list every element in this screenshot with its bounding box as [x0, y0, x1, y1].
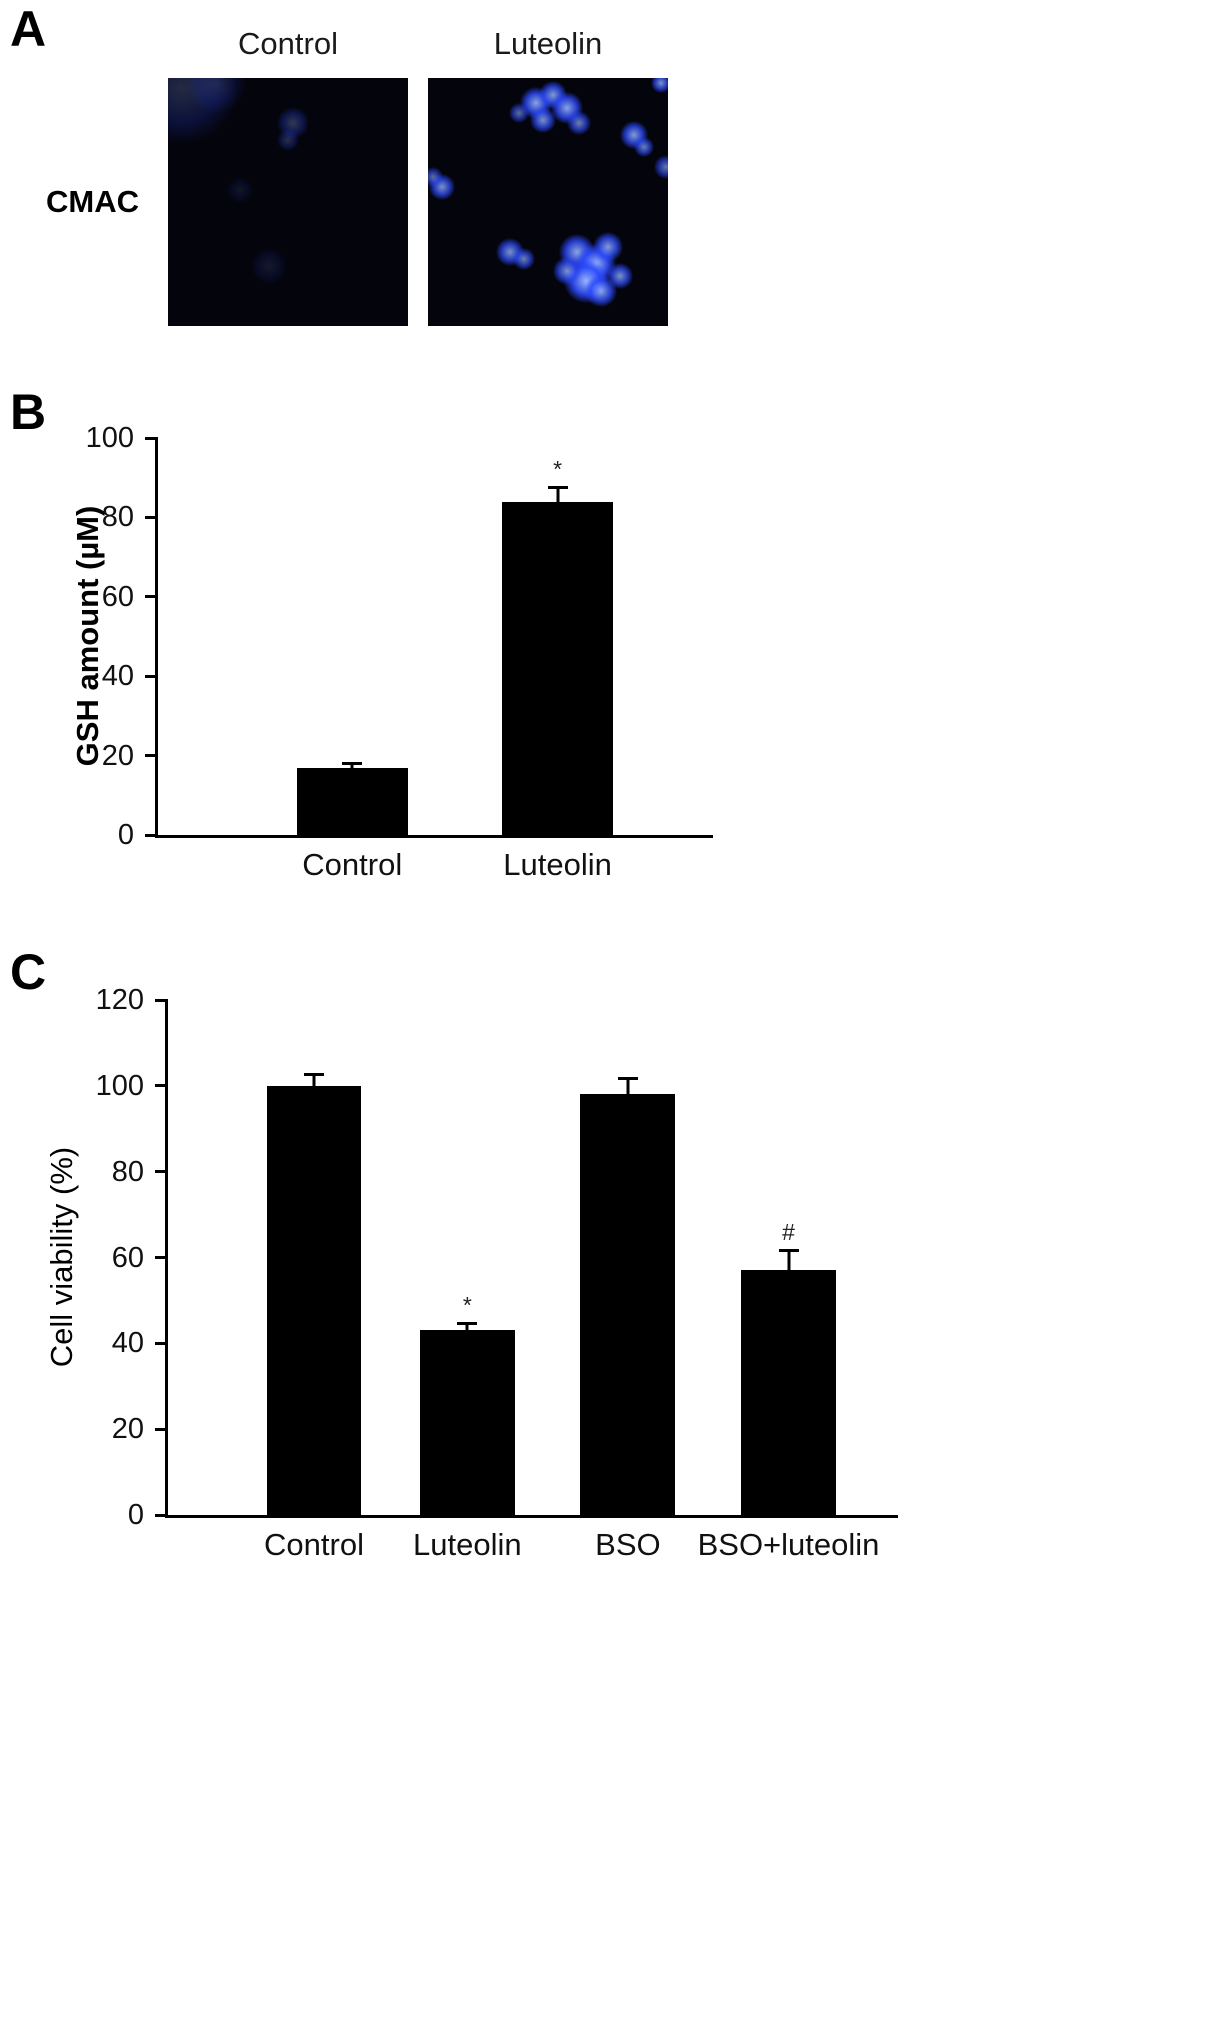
significance-marker: *: [462, 1291, 472, 1318]
error-bar-cap: [304, 1072, 324, 1076]
y-axis-tick-label: 100: [95, 1069, 144, 1102]
y-axis-tick-label: 40: [111, 1327, 144, 1360]
x-axis-category-label: Control: [264, 1527, 364, 1562]
fluorescence-micrograph-control: [168, 78, 408, 326]
bar: [266, 1085, 362, 1515]
bar: [580, 1094, 676, 1515]
error-bar-cap: [342, 761, 363, 765]
y-axis-tick-label: 80: [101, 501, 134, 534]
fluorescent-cell-blob: [277, 129, 299, 151]
y-axis-tick-mark: [155, 1256, 168, 1259]
fluorescent-cell-blob: [509, 102, 530, 123]
y-axis-tick-mark: [155, 1170, 168, 1174]
error-bar-cap: [547, 485, 568, 489]
y-axis-tick-label: 120: [95, 984, 144, 1016]
bar: [296, 767, 408, 835]
x-axis-category-label: BSO+luteolin: [697, 1527, 880, 1562]
fluorescent-cell-blob: [513, 248, 535, 271]
bar: [502, 501, 614, 835]
y-axis-tick-mark: [145, 754, 158, 758]
fluorescence-micrograph-luteolin: [428, 78, 668, 326]
y-axis-tick-mark: [145, 595, 158, 599]
error-bar-cap: [778, 1248, 799, 1252]
fluorescent-cell-blob: [650, 78, 668, 93]
error-bar: [556, 485, 560, 502]
bar: [419, 1330, 515, 1515]
y-axis-tick-label: 20: [111, 1413, 144, 1446]
fluorescent-cell-blob: [250, 248, 287, 285]
y-axis-tick-label: 100: [85, 422, 134, 454]
fluorescent-cell-blob: [227, 176, 253, 203]
error-bar: [626, 1077, 630, 1095]
y-axis-tick-label: 60: [101, 580, 134, 613]
significance-marker: #: [782, 1218, 795, 1245]
panel-b-label: B: [10, 384, 48, 440]
x-axis-category-label: BSO: [595, 1527, 661, 1562]
significance-marker: *: [553, 455, 563, 482]
y-axis-tick-mark: [155, 1084, 168, 1088]
error-bar: [465, 1321, 469, 1331]
micrograph-title-control: Control: [238, 26, 338, 61]
x-axis-category-label: Luteolin: [503, 847, 612, 882]
x-axis-category-label: Luteolin: [413, 1527, 522, 1562]
panel-a-label: A: [10, 1, 48, 57]
panel-c-label: C: [10, 944, 48, 1000]
panel-c-y-axis-label: Cell viability (%): [44, 1146, 79, 1368]
gsh-amount-bar-chart: 0 20 40 60 80 100 Control * Luteolin: [86, 422, 713, 882]
y-axis-tick-label: 0: [127, 1499, 144, 1531]
error-bar: [312, 1072, 316, 1086]
y-axis-tick-mark: [155, 1513, 168, 1517]
y-axis-tick-mark: [145, 436, 158, 440]
y-axis-tick-mark: [155, 1341, 168, 1345]
fluorescent-cell-blob: [653, 155, 668, 180]
fluorescent-cell-blob: [553, 257, 582, 286]
y-axis-tick-label: 80: [111, 1155, 144, 1188]
bar: [741, 1270, 836, 1515]
fluorescent-cell-blob: [276, 106, 309, 139]
y-axis-tick-mark: [145, 833, 158, 837]
fluorescent-cell-blob: [530, 107, 557, 134]
error-bar-cap: [617, 1077, 638, 1081]
panel-b-y-axis-label: GSH amount (µM): [70, 505, 105, 767]
y-axis-tick-mark: [145, 674, 158, 678]
y-axis-tick-mark: [155, 1427, 168, 1431]
fluorescent-cell-blob: [607, 263, 633, 290]
error-bar-cap: [457, 1321, 478, 1325]
fluorescent-cell-blob: [634, 137, 654, 158]
error-bar: [787, 1248, 790, 1271]
x-axis-category-label: Control: [302, 847, 403, 882]
y-axis-tick-label: 20: [101, 739, 134, 772]
y-axis-tick-mark: [155, 998, 168, 1002]
micrograph-title-luteolin: Luteolin: [493, 26, 603, 61]
fluorescent-cell-blob: [567, 110, 592, 135]
y-axis-tick-mark: [145, 515, 158, 519]
y-axis-tick-label: 40: [101, 660, 134, 693]
y-axis-tick-label: 0: [117, 819, 134, 851]
fluorescent-cell-blob: [428, 167, 443, 188]
fluorescent-cell-blob: [593, 231, 623, 262]
y-axis-tick-label: 60: [111, 1241, 144, 1274]
cmac-row-label: CMAC: [46, 184, 139, 219]
cell-viability-bar-chart: 0 20 40 60 80 100 120 Control * Luteolin BSO # BSO+l…: [96, 984, 898, 1562]
